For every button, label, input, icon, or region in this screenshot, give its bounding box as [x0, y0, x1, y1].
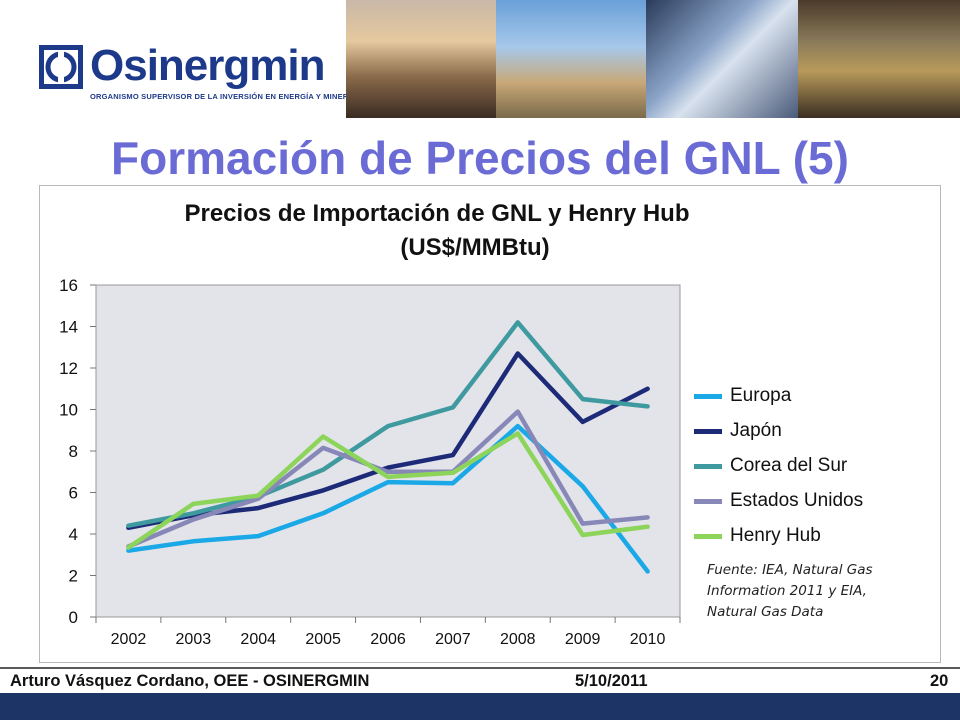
x-tick-label: 2010 — [630, 631, 666, 648]
sunset-power-lines-photo — [346, 0, 496, 118]
logo-emblem-icon — [39, 45, 83, 89]
osinergmin-logo: Osinergmin ORGANISMO SUPERVISOR DE LA IN… — [38, 40, 356, 101]
legend-label: Estados Unidos — [730, 490, 864, 511]
legend-item-japon: Japón — [694, 415, 924, 450]
x-tick-label: 2003 — [176, 631, 212, 648]
plot-area — [95, 284, 681, 618]
welding-pipeline-photo — [646, 0, 798, 118]
series-line-estados-unidos — [126, 409, 650, 549]
footer-date: 5/10/2011 — [575, 672, 648, 690]
x-tick-label: 2004 — [240, 631, 276, 648]
x-tick-label: 2002 — [111, 631, 147, 648]
drilling-rig-photo — [496, 0, 646, 118]
footer-bar — [0, 693, 960, 720]
source-line: Fuente: IEA, Natural Gas — [707, 562, 873, 578]
x-tick-label: 2006 — [370, 631, 406, 648]
page-number: 20 — [930, 672, 949, 690]
y-tick-label: 2 — [69, 567, 78, 586]
legend-swatch — [694, 534, 722, 539]
chart-subtitle: (US$/MMBtu) — [400, 234, 550, 261]
y-tick-label: 16 — [59, 276, 78, 295]
series-line-corea-del-sur — [126, 320, 650, 528]
y-tick-label: 10 — [59, 401, 78, 420]
legend-label: Henry Hub — [730, 525, 821, 546]
y-tick-label: 14 — [59, 318, 78, 337]
legend-item-estados-unidos: Estados Unidos — [694, 485, 924, 520]
legend-swatch — [694, 464, 722, 469]
y-tick-label: 4 — [69, 525, 78, 544]
legend-swatch — [694, 499, 722, 504]
y-tick-label: 12 — [59, 359, 78, 378]
chart-legend: Europa Japón Corea del Sur Estados Unido… — [694, 380, 924, 555]
mine-tunnel-photo — [798, 0, 960, 118]
chart-title: Precios de Importación de GNL y Henry Hu… — [184, 200, 690, 227]
series-line-europa — [126, 423, 650, 574]
header-photo-strip — [346, 0, 960, 118]
legend-label: Japón — [730, 420, 782, 441]
x-tick-label: 2009 — [565, 631, 601, 648]
legend-item-europa: Europa — [694, 380, 924, 415]
legend-item-corea-del-sur: Corea del Sur — [694, 450, 924, 485]
y-tick-label: 6 — [69, 484, 78, 503]
logo-subtitle: ORGANISMO SUPERVISOR DE LA INVERSIÓN EN … — [90, 92, 357, 101]
legend-label: Corea del Sur — [730, 455, 848, 476]
legend-swatch — [694, 429, 722, 434]
x-tick-label: 2005 — [305, 631, 341, 648]
legend-item-henry-hub: Henry Hub — [694, 520, 924, 555]
footer-divider — [0, 667, 960, 669]
legend-label: Europa — [730, 385, 792, 406]
x-tick-label: 2008 — [500, 631, 536, 648]
series-line-henry-hub — [126, 431, 650, 550]
source-line: Information 2011 y EIA, — [707, 583, 867, 599]
footer-author: Arturo Vásquez Cordano, OEE - OSINERGMIN — [10, 672, 370, 690]
y-tick-label: 8 — [69, 442, 78, 461]
source-line: Natural Gas Data — [707, 604, 824, 620]
slide-title: Formación de Precios del GNL (5) — [111, 132, 849, 184]
logo-wordmark: Osinergmin — [90, 41, 325, 90]
legend-swatch — [694, 394, 722, 399]
chart-source-note: Fuente: IEA, Natural Gas Information 201… — [707, 560, 907, 623]
y-tick-label: 0 — [69, 608, 78, 627]
x-tick-label: 2007 — [435, 631, 471, 648]
